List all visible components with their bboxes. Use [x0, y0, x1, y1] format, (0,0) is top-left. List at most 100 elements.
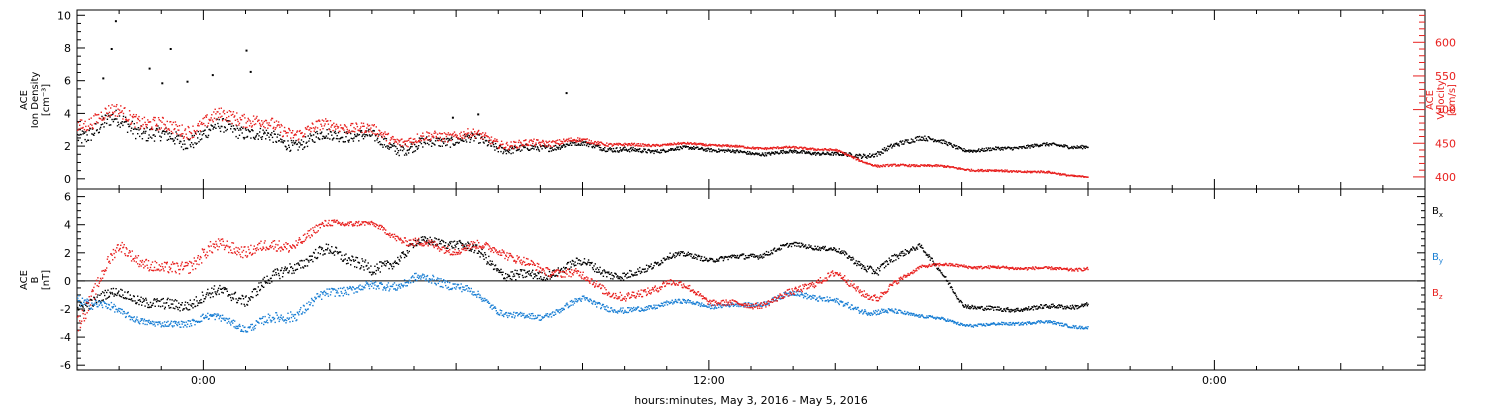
velocity-point	[205, 115, 207, 117]
density-point	[81, 142, 83, 144]
bx-point	[912, 246, 914, 248]
density-point	[620, 149, 622, 151]
by-point	[131, 318, 133, 321]
velocity-point	[861, 160, 863, 162]
density-point	[302, 141, 305, 143]
velocity-point	[263, 125, 265, 128]
bx-point	[998, 306, 1000, 308]
density-point	[624, 146, 626, 148]
density-point	[833, 153, 835, 155]
bx-point	[857, 260, 859, 263]
velocity-point	[569, 139, 572, 142]
bx-point	[532, 269, 534, 271]
density-point	[780, 150, 782, 152]
density-point	[310, 134, 313, 137]
by-point	[132, 320, 135, 322]
velocity-point	[858, 160, 860, 162]
bx-point	[375, 269, 377, 272]
bx-point	[310, 259, 313, 261]
bx-point	[482, 253, 484, 256]
bx-point	[232, 298, 235, 300]
bx-point	[155, 301, 158, 303]
velocity-point	[494, 140, 497, 142]
by-point	[196, 320, 198, 323]
density-point	[321, 131, 323, 133]
density-point	[875, 153, 877, 155]
density-point	[281, 139, 283, 141]
bx-point	[221, 291, 223, 294]
density-point	[782, 149, 785, 152]
by-point	[165, 325, 167, 327]
bx-point	[525, 272, 527, 274]
bx-point	[1073, 307, 1075, 309]
bx-point	[670, 257, 673, 259]
density-point	[1011, 147, 1013, 149]
density-point	[751, 152, 754, 154]
velocity-point	[373, 124, 375, 126]
bx-point	[563, 271, 565, 274]
density-point	[1000, 147, 1002, 149]
density-point	[227, 120, 229, 122]
bx-point	[1009, 309, 1011, 311]
bx-point	[650, 263, 652, 265]
density-point	[749, 151, 751, 153]
velocity-point	[897, 165, 899, 167]
density-point	[137, 127, 140, 129]
bx-point	[465, 243, 467, 245]
bx-point	[80, 301, 82, 304]
density-point	[426, 142, 429, 144]
density-point	[243, 138, 245, 140]
velocity-point	[295, 134, 297, 136]
velocity-point	[153, 119, 156, 122]
velocity-point	[576, 141, 578, 143]
bx-point	[1071, 307, 1073, 309]
velocity-point	[213, 111, 215, 113]
density-point	[144, 132, 146, 134]
velocity-point	[261, 120, 263, 122]
velocity-point	[957, 167, 960, 169]
velocity-point	[875, 165, 878, 168]
by-point	[211, 315, 214, 317]
density-point	[944, 140, 946, 142]
velocity-point	[90, 117, 92, 119]
velocity-point	[379, 130, 381, 132]
density-point	[788, 151, 790, 154]
density-point	[314, 141, 316, 143]
bx-point	[902, 255, 905, 257]
bx-point	[652, 267, 654, 269]
velocity-point	[632, 144, 634, 146]
bx-point	[950, 286, 952, 288]
bx-point	[199, 300, 201, 302]
bx-point	[292, 267, 294, 270]
velocity-point	[405, 140, 407, 142]
by-point	[182, 321, 184, 323]
bx-point	[452, 241, 454, 243]
bx-point	[306, 258, 308, 260]
density-point	[172, 140, 175, 142]
bx-point	[688, 254, 690, 256]
velocity-point	[667, 144, 669, 146]
bx-point	[974, 305, 976, 308]
velocity-point	[141, 118, 144, 120]
velocity-point	[343, 124, 346, 126]
bx-point	[716, 258, 718, 260]
velocity-point	[383, 135, 386, 138]
velocity-point	[955, 167, 958, 169]
density-point	[854, 155, 857, 157]
density-point	[311, 139, 313, 141]
bx-point	[247, 300, 249, 303]
by-point	[177, 322, 179, 324]
density-point	[561, 146, 563, 148]
velocity-point	[508, 148, 510, 150]
velocity-point	[366, 127, 368, 129]
velocity-point	[890, 163, 892, 166]
bx-point	[485, 257, 487, 259]
bx-point	[677, 252, 679, 255]
density-point	[983, 148, 985, 150]
bx-point	[350, 264, 352, 266]
velocity-point	[445, 135, 448, 138]
velocity-point	[970, 170, 972, 172]
velocity-point	[384, 131, 386, 133]
velocity-point	[742, 145, 745, 147]
density-point	[920, 139, 922, 141]
